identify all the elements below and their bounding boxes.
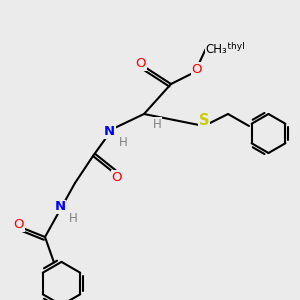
Text: O: O — [136, 57, 146, 70]
Text: N: N — [104, 125, 115, 139]
Text: O: O — [191, 62, 202, 76]
Text: H: H — [69, 212, 78, 226]
Text: O: O — [112, 171, 122, 184]
Text: H: H — [153, 118, 162, 131]
Text: H: H — [118, 136, 127, 149]
Text: N: N — [54, 200, 66, 214]
Text: S: S — [199, 113, 209, 128]
Text: CH₃: CH₃ — [206, 43, 227, 56]
Text: O: O — [14, 218, 24, 231]
Text: methyl: methyl — [213, 42, 245, 51]
